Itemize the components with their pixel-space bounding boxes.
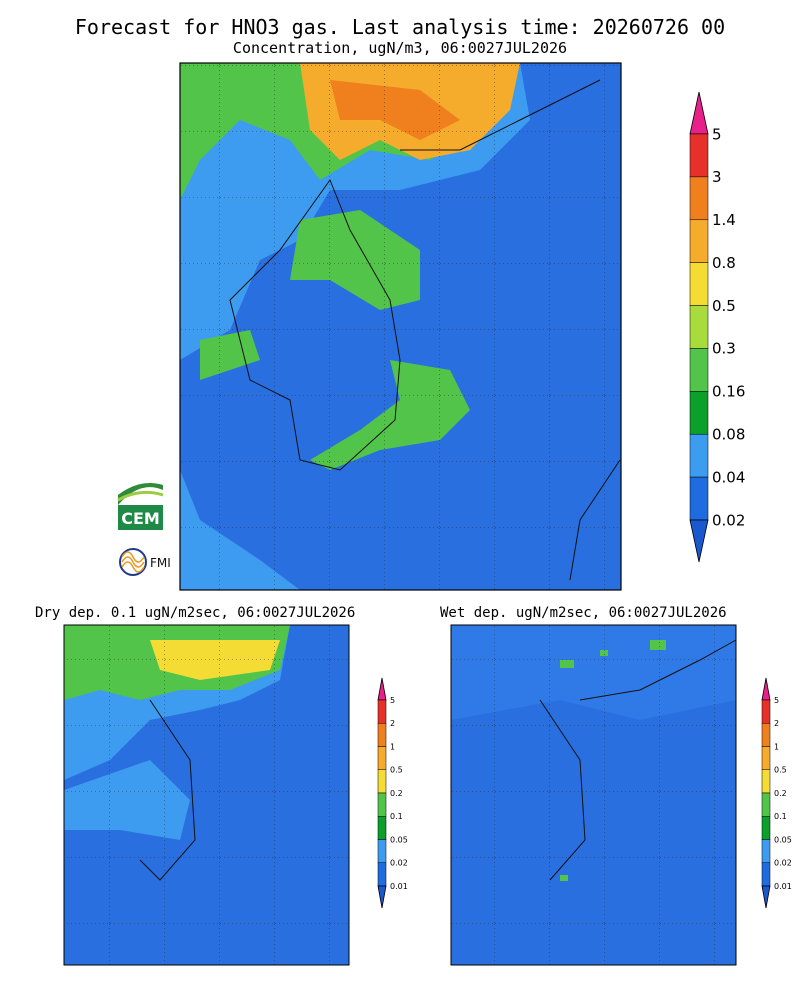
colorbar-label: 0.3 [712,340,736,358]
panel-title: Dry dep. 0.1 ugN/m2sec, 06:0027JUL2026 [35,605,355,621]
colorbar-arrow [689,91,709,135]
panel-title: Wet dep. ugN/m2sec, 06:0027JUL2026 [440,605,727,621]
colorbar-band [377,769,387,794]
colorbar-label: 2 [390,719,395,728]
colorbar-band [689,262,709,306]
colorbar-label: 0.01 [390,882,408,891]
colorbar-band [377,699,387,724]
colorbar-band [377,723,387,747]
colorbar-arrow [689,519,709,563]
colorbar-label: 0.04 [712,468,745,486]
colorbar-band [377,839,387,863]
dry-dep-map [63,624,350,966]
colorbar-band [689,219,709,263]
wet-dep-colorbar: 5 2 1 0.5 0.2 0.1 0.05 0.02 0.01 [761,677,792,909]
colorbar-label: 0.01 [774,882,792,891]
colorbar-label: 0.2 [774,789,787,798]
colorbar-band [761,723,771,747]
colorbar-label: 0.5 [712,297,736,315]
colorbar-label: 0.8 [712,254,736,272]
colorbar-label: 0.08 [712,425,745,443]
colorbar-label: 0.05 [390,835,408,844]
colorbar-arrow [377,885,387,909]
colorbar-label: 5 [774,696,779,705]
main-map [179,62,622,591]
colorbar-band [761,746,771,770]
colorbar-label: 0.02 [712,511,745,529]
colorbar-label: 0.16 [712,383,745,401]
title: Forecast for HNO3 gas. Last analysis tim… [75,15,725,39]
colorbar-band [689,305,709,349]
colorbar-band [761,816,771,840]
colorbar-label: 2 [774,719,779,728]
colorbar-band [377,816,387,840]
colorbar-band [377,746,387,770]
cem-text: CEM [121,509,160,528]
colorbar-band [761,862,771,887]
colorbar-label: 3 [712,168,722,186]
cem-logo: CEM [117,482,164,530]
colorbar-band [761,792,771,817]
colorbar-label: 0.02 [774,859,792,868]
colorbar-label: 0.05 [774,835,792,844]
wet-dep-map [450,624,737,966]
colorbar-label: 5 [390,696,395,705]
colorbar-band [689,176,709,221]
colorbar-arrow [761,885,771,909]
colorbar-band [689,391,709,435]
colorbar-band [761,769,771,794]
colorbar-arrow [377,677,387,701]
colorbar-band [689,348,709,392]
colorbar-band [689,476,709,521]
colorbar-band [377,862,387,887]
colorbar-band [761,839,771,863]
colorbar-label: 1.4 [712,211,736,229]
subtitle: Concentration, ugN/m3, 06:0027JUL2026 [233,39,567,57]
fmi-logo: FMI [119,548,171,576]
colorbar-band [689,433,709,478]
colorbar-band [761,699,771,724]
colorbar-label: 0.5 [774,766,787,775]
colorbar-band [377,792,387,817]
dry-dep-colorbar: 5 2 1 0.5 0.2 0.1 0.05 0.02 0.01 [377,677,408,909]
colorbar-label: 1 [390,742,395,751]
colorbar-label: 0.5 [390,766,403,775]
colorbar-band [689,133,709,178]
colorbar-label: 0.1 [390,812,403,821]
colorbar-label: 0.2 [390,789,403,798]
fmi-text: FMI [150,556,171,570]
colorbar-label: 0.02 [390,859,408,868]
colorbar-arrow [761,677,771,701]
colorbar-label: 5 [712,125,722,143]
colorbar-label: 1 [774,742,779,751]
main-colorbar: 5 3 1.4 0.8 0.5 0.3 0.16 0.08 0.04 0.02 [689,91,745,563]
colorbar-label: 0.1 [774,812,787,821]
